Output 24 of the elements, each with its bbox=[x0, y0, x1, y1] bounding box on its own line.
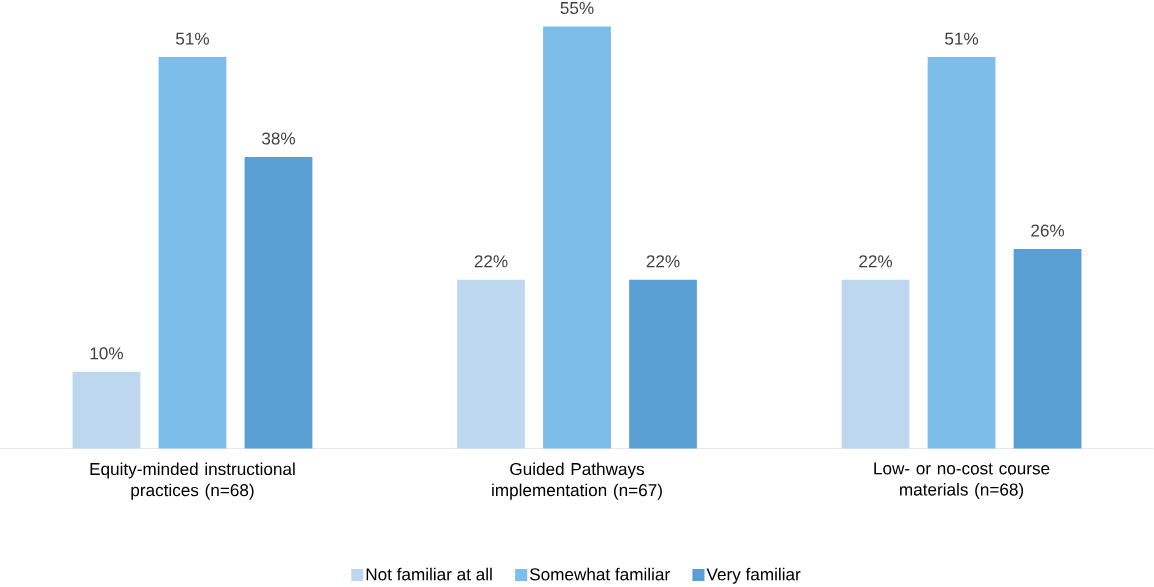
bar bbox=[927, 57, 996, 449]
data-label: 51% bbox=[945, 32, 979, 45]
data-label: 26% bbox=[1031, 224, 1065, 237]
bar bbox=[841, 279, 910, 449]
x-tick-label: Low- or no-cost course materials (n=68) bbox=[874, 462, 1050, 500]
bar bbox=[158, 57, 227, 449]
data-label: 38% bbox=[261, 132, 296, 145]
data-label: 22% bbox=[859, 255, 893, 268]
bar bbox=[543, 26, 611, 449]
x-tick-label: Equity-minded instructional practices (n=68) bbox=[90, 462, 295, 500]
legend-label: Very familiar bbox=[706, 567, 801, 584]
data-label: 55% bbox=[560, 2, 594, 15]
data-label: 10% bbox=[90, 347, 123, 360]
bar bbox=[1013, 249, 1082, 449]
legend-label: Somewhat familiar bbox=[529, 567, 670, 581]
data-label: 22% bbox=[474, 255, 508, 268]
data-label: 22% bbox=[646, 255, 680, 268]
bar bbox=[244, 156, 313, 449]
data-label: 51% bbox=[176, 32, 209, 45]
bar bbox=[72, 371, 141, 449]
legend-label: Not familiar at all bbox=[366, 567, 492, 581]
bar bbox=[457, 279, 525, 449]
x-tick-label: Guided Pathways implementation (n=67) bbox=[492, 462, 662, 500]
bar bbox=[629, 279, 697, 449]
